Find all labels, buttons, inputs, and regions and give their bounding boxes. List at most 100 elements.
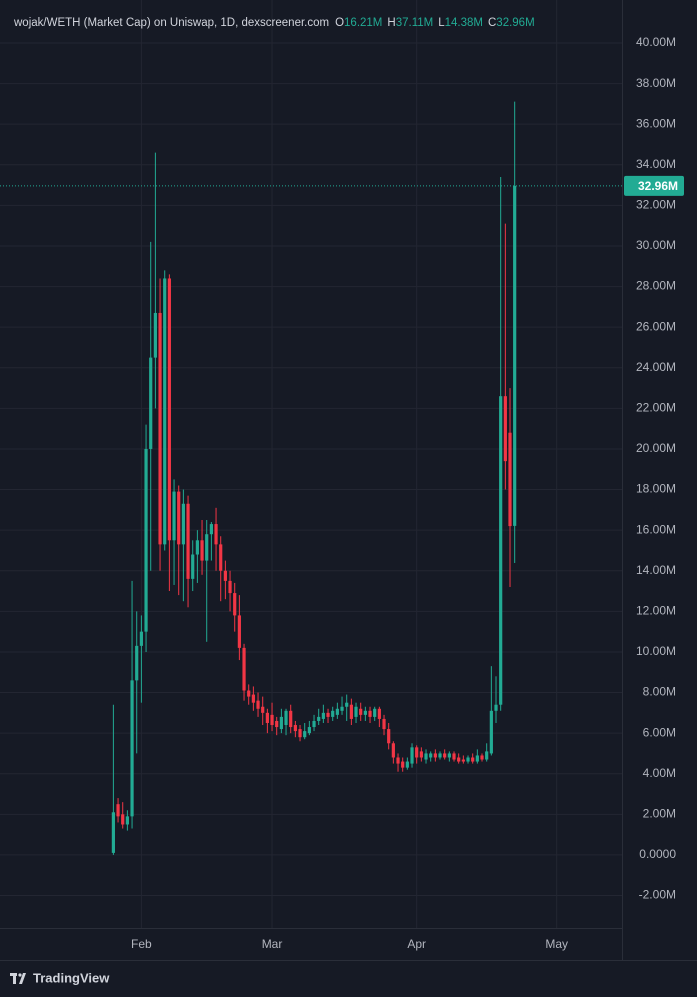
candle-body (475, 755, 479, 762)
y-tick-label: 24.00M (636, 360, 676, 374)
y-tick-label: 32.00M (636, 198, 676, 212)
tradingview-logo (10, 973, 26, 984)
candle-body (256, 700, 260, 709)
candle-body (452, 753, 456, 760)
candle-body (200, 540, 204, 561)
candle-body (247, 690, 251, 697)
candle-body (284, 710, 288, 726)
y-tick-label: 22.00M (636, 401, 676, 415)
candle-body (186, 503, 190, 579)
candle-body (181, 503, 185, 545)
logo-mark (13, 973, 16, 984)
candle-body (354, 706, 358, 717)
y-tick-label: 8.00M (643, 685, 676, 699)
logo-mark (19, 973, 26, 984)
candle-body (489, 710, 493, 754)
candle-body (116, 804, 120, 817)
candle-body (121, 814, 125, 825)
candle-body (270, 714, 274, 726)
y-tick-label: 26.00M (636, 319, 676, 333)
candle-body (345, 702, 349, 707)
y-tick-label: 14.00M (636, 563, 676, 577)
last-price-label: 32.96M (638, 179, 678, 193)
ohlc-value: 14.38M (445, 17, 483, 29)
candle-body (485, 751, 489, 760)
logo-mark (18, 973, 22, 977)
x-tick-label: Feb (131, 937, 152, 951)
candle-body (340, 706, 344, 711)
candle-body (275, 720, 279, 728)
candle-body (499, 396, 503, 705)
y-tick-label: 12.00M (636, 604, 676, 618)
ohlc-value: 32.96M (496, 17, 534, 29)
candle-body (321, 712, 325, 719)
candle-body (373, 708, 377, 717)
candle-body (209, 524, 213, 535)
candle-body (307, 727, 311, 734)
candle-body (303, 731, 307, 738)
candle-body (265, 712, 269, 723)
x-tick-label: Mar (262, 937, 283, 951)
last-price-tag (624, 175, 684, 196)
candle-body (279, 716, 283, 730)
y-tick-label: 38.00M (636, 76, 676, 90)
candle-body (387, 729, 391, 744)
candle-body (438, 753, 442, 758)
candle-body (223, 570, 227, 581)
candle-body (359, 708, 363, 715)
candle-body (503, 396, 507, 462)
y-tick-label: 20.00M (636, 441, 676, 455)
candle-body (457, 757, 461, 762)
y-tick-label: -2.00M (639, 888, 676, 902)
candle-body (195, 540, 199, 555)
candle-body (447, 753, 451, 758)
candle-body (363, 710, 367, 715)
candle-body (466, 757, 470, 762)
footer-brand: TradingView (33, 970, 110, 985)
candle-body (139, 631, 143, 646)
candle-body (494, 704, 498, 711)
y-tick-label: 2.00M (643, 807, 676, 821)
candle-body (158, 312, 162, 545)
y-tick-label: 0.0000 (639, 847, 676, 861)
candle-body (377, 708, 381, 719)
ohlc-key: O (335, 17, 344, 29)
candle-body (471, 757, 475, 762)
y-tick-label: 36.00M (636, 116, 676, 130)
candle-body (335, 708, 339, 715)
candle-body (391, 743, 395, 758)
candle-body (214, 524, 218, 545)
candle-body (513, 185, 517, 526)
candle-body (149, 357, 153, 449)
candle-body (368, 710, 372, 717)
candle-body (293, 725, 297, 732)
candle-body (429, 753, 433, 758)
candle-body (144, 448, 148, 632)
candle-body (261, 706, 265, 713)
candle-body (461, 759, 465, 762)
y-tick-label: 34.00M (636, 157, 676, 171)
ohlc-value: 37.11M (396, 17, 434, 29)
candle-body (326, 712, 330, 717)
candle-body (237, 615, 241, 648)
candle-body (219, 544, 223, 571)
candle-body (153, 312, 157, 358)
candle-body (312, 720, 316, 728)
candle-body (331, 710, 335, 717)
y-tick-label: 10.00M (636, 644, 676, 658)
candle-body (177, 491, 181, 545)
candle-body (396, 757, 400, 764)
candle-body (228, 580, 232, 594)
candle-body (349, 704, 353, 719)
candle-body (424, 753, 428, 760)
y-tick-label: 6.00M (643, 725, 676, 739)
y-tick-label: 16.00M (636, 522, 676, 536)
y-tick-label: 28.00M (636, 279, 676, 293)
x-tick-label: May (545, 937, 568, 951)
candle-body (135, 645, 139, 681)
candle-body (405, 761, 409, 768)
candle-body (191, 554, 195, 579)
candle-body (401, 761, 405, 768)
